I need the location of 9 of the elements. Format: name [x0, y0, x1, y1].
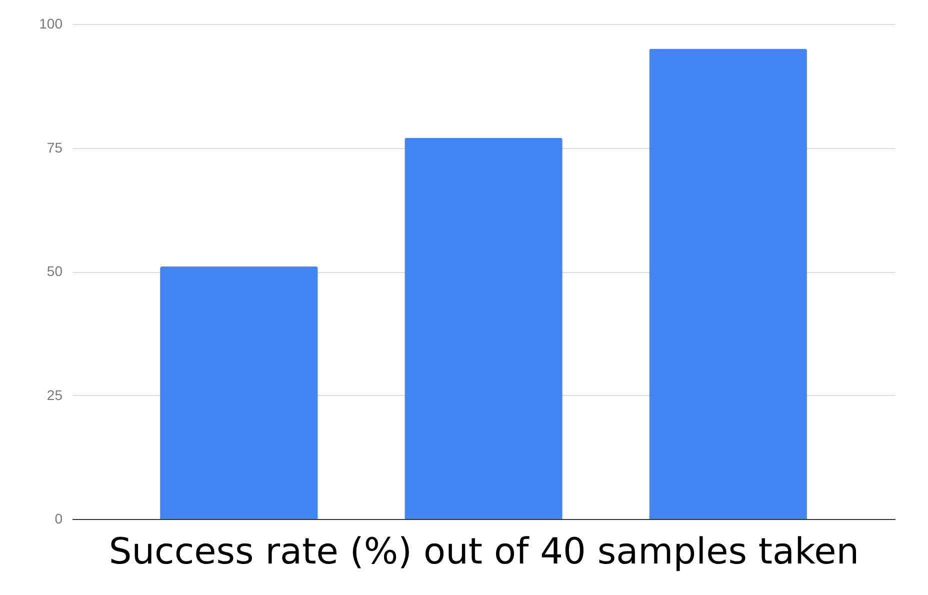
x-axis-title: Success rate (%) out of 40 samples taken — [108, 532, 860, 572]
bar — [649, 48, 807, 519]
y-tick-label: 75 — [46, 139, 63, 156]
y-tick-label: 0 — [54, 510, 63, 526]
y-tick-label: 25 — [46, 386, 63, 403]
y-tick-label: 100 — [39, 16, 63, 32]
y-tick-label: 50 — [46, 263, 63, 279]
bar — [160, 266, 318, 519]
bar — [404, 138, 562, 519]
